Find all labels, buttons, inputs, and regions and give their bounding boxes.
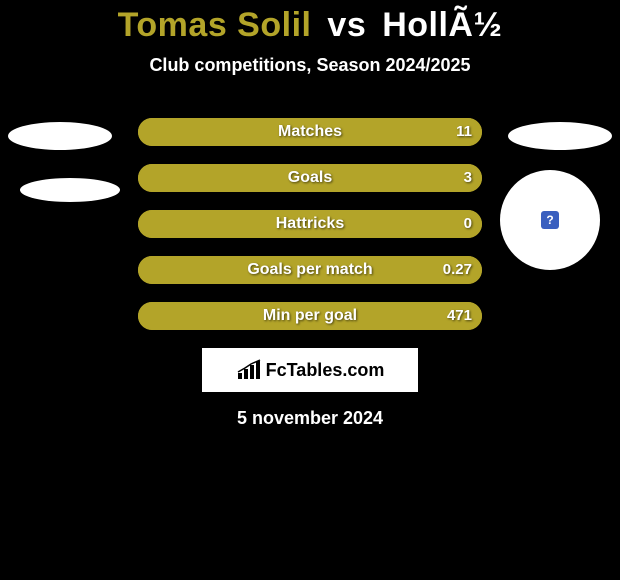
bar-value: 0: [464, 210, 472, 238]
bar-value: 0.27: [443, 256, 472, 284]
brand-text: FcTables.com: [266, 360, 385, 381]
bar-label: Goals per match: [138, 256, 482, 284]
decor-ellipse-left-top: [8, 122, 112, 150]
bar-value: 3: [464, 164, 472, 192]
title-vs: vs: [327, 6, 366, 44]
brand-badge: FcTables.com: [202, 348, 418, 392]
stat-bar-min-per-goal: Min per goal 471: [138, 302, 482, 330]
date-label: 5 november 2024: [0, 408, 620, 429]
bar-label: Matches: [138, 118, 482, 146]
bar-value: 11: [456, 118, 472, 146]
subtitle: Club competitions, Season 2024/2025: [0, 55, 620, 76]
page-title: Tomas Solil vs HollÃ½: [0, 0, 620, 45]
root: Tomas Solil vs HollÃ½ Club competitions,…: [0, 0, 620, 580]
title-player1: Tomas Solil: [118, 6, 312, 44]
bar-chart-icon: [236, 359, 262, 381]
bar-label: Goals: [138, 164, 482, 192]
stat-bar-goals: Goals 3: [138, 164, 482, 192]
help-icon: [541, 211, 559, 229]
bar-label: Hattricks: [138, 210, 482, 238]
decor-ellipse-right-top: [508, 122, 612, 150]
decor-ellipse-left-bottom: [20, 178, 120, 202]
stat-bar-goals-per-match: Goals per match 0.27: [138, 256, 482, 284]
stat-bar-hattricks: Hattricks 0: [138, 210, 482, 238]
title-player2: HollÃ½: [382, 6, 502, 44]
bar-label: Min per goal: [138, 302, 482, 330]
stat-bar-matches: Matches 11: [138, 118, 482, 146]
bar-value: 471: [447, 302, 472, 330]
decor-circle-right: [500, 170, 600, 270]
